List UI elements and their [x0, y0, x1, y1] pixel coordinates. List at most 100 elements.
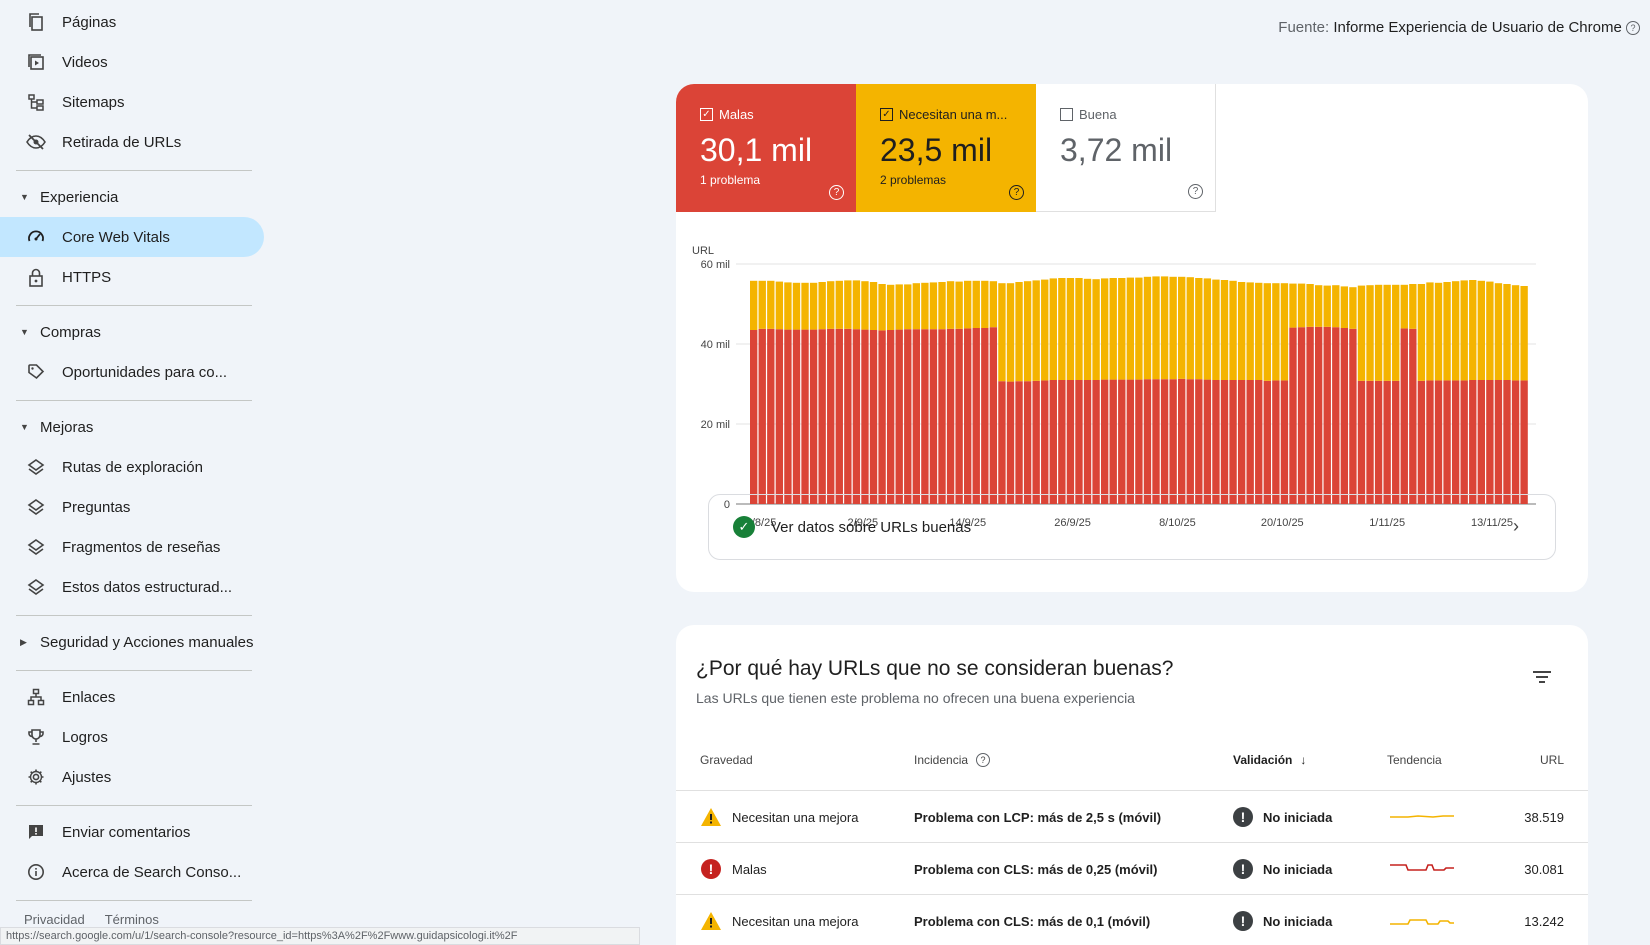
severity-text: Necesitan una mejora [732, 913, 859, 929]
bar-bad [1135, 379, 1143, 504]
x-tick-label: 14/9/25 [949, 517, 986, 529]
sidebar-item-core-web-vitals[interactable]: Core Web Vitals [0, 217, 264, 257]
col-severity[interactable]: Gravedad [700, 753, 753, 767]
sidebar-item-ajustes[interactable]: Ajustes [0, 757, 264, 797]
bar-needs-improvement [1195, 278, 1203, 380]
bar-needs-improvement [1237, 282, 1246, 380]
bar-needs-improvement [827, 281, 835, 329]
col-urls[interactable]: URL [1540, 753, 1564, 767]
y-tick-label: 40 mil [701, 339, 730, 351]
section-experiencia[interactable]: ▼ Experiencia [0, 179, 264, 215]
sidebar-item-label: Logros [62, 728, 108, 746]
bar-bad [1178, 378, 1186, 504]
sidebar-item-rutas-exploracion[interactable]: Rutas de exploración [0, 447, 264, 487]
sidebar-item-enlaces[interactable]: Enlaces [0, 677, 264, 717]
sidebar-item-videos[interactable]: Videos [0, 42, 264, 82]
issues-title: ¿Por qué hay URLs que no se consideran b… [696, 657, 1174, 680]
table-row[interactable]: Necesitan una mejora Problema con CLS: má… [676, 894, 1588, 945]
checkbox-checked-icon[interactable]: ✓ [700, 108, 713, 121]
divider [16, 805, 252, 806]
alert-icon: ! [1233, 859, 1253, 879]
section-seguridad[interactable]: ▶ Seguridad y Acciones manuales [0, 624, 264, 660]
sidebar-item-logros[interactable]: Logros [0, 717, 264, 757]
bar-bad [981, 328, 989, 504]
help-icon[interactable]: ? [829, 185, 844, 200]
bar-bad [1366, 380, 1374, 504]
section-label: Compras [40, 323, 101, 341]
terms-link[interactable]: Términos [104, 912, 159, 927]
sidebar: Páginas Videos Sitemaps Retirada de URLs… [0, 0, 275, 945]
bar-needs-improvement [1066, 278, 1075, 380]
bar-needs-improvement [1263, 283, 1271, 381]
filter-icon[interactable] [1532, 669, 1552, 685]
bar-bad [1229, 380, 1237, 504]
bar-bad [1058, 380, 1066, 504]
links-icon [26, 687, 46, 707]
arrow-down-icon: ↓ [1300, 753, 1307, 767]
feedback-icon [26, 822, 46, 842]
col-trend[interactable]: Tendencia [1387, 753, 1442, 767]
col-issue[interactable]: Incidencia? [914, 753, 991, 767]
sidebar-item-retirada-urls[interactable]: Retirada de URLs [0, 122, 264, 162]
bar-bad [1041, 380, 1049, 504]
section-mejoras[interactable]: ▼ Mejoras [0, 409, 264, 445]
bar-needs-improvement [1246, 282, 1254, 380]
section-compras[interactable]: ▼ Compras [0, 314, 264, 350]
col-label: Validación [1233, 753, 1293, 767]
x-tick-label: 2/9/25 [848, 517, 879, 529]
bar-bad [1494, 380, 1503, 504]
bar-bad [1237, 380, 1246, 504]
col-validation[interactable]: Validación ↓ [1233, 753, 1306, 767]
bar-bad [827, 328, 835, 504]
sidebar-item-label: Preguntas [62, 498, 131, 516]
bar-bad [792, 329, 801, 504]
privacy-link[interactable]: Privacidad [24, 912, 85, 927]
layers-icon [26, 457, 46, 477]
bar-needs-improvement [1152, 276, 1160, 380]
tile-good[interactable]: Buena 3,72 mil ? [1036, 84, 1216, 212]
help-icon[interactable]: ? [1188, 184, 1203, 199]
validation-text: No iniciada [1263, 809, 1333, 825]
bar-needs-improvement [1135, 277, 1143, 380]
caret-down-icon: ▼ [20, 422, 29, 432]
tile-needs-improvement[interactable]: ✓ Necesitan una m... 23,5 mil 2 problemas… [856, 84, 1036, 212]
section-label: Seguridad y Acciones manuales [40, 633, 254, 651]
bar-bad [895, 329, 903, 504]
bar-needs-improvement [1220, 280, 1229, 380]
tile-bad[interactable]: ✓ Malas 30,1 mil 1 problema ? [676, 84, 856, 212]
sidebar-item-datos-estructurados[interactable]: Estos datos estructurad... [0, 567, 264, 607]
sidebar-item-preguntas[interactable]: Preguntas [0, 487, 264, 527]
sidebar-item-enviar-comentarios[interactable]: Enviar comentarios [0, 812, 264, 852]
trend-sparkline [1388, 791, 1456, 843]
bar-needs-improvement [784, 282, 792, 330]
severity-text: Necesitan una mejora [732, 809, 859, 825]
sidebar-item-label: Rutas de exploración [62, 458, 203, 476]
sidebar-item-oportunidades[interactable]: Oportunidades para co... [0, 352, 264, 392]
checkbox-checked-icon[interactable]: ✓ [880, 108, 893, 121]
bar-bad [946, 328, 955, 504]
sidebar-item-acerca[interactable]: Acerca de Search Conso... [0, 852, 264, 892]
bar-needs-improvement [904, 284, 912, 330]
help-icon[interactable]: ? [1626, 21, 1640, 36]
sidebar-item-paginas[interactable]: Páginas [0, 2, 264, 42]
bar-needs-improvement [852, 280, 861, 330]
x-tick-label: 13/11/25 [1471, 517, 1513, 529]
bar-bad [878, 330, 886, 504]
bar-bad [912, 329, 921, 504]
table-row[interactable]: ! Malas Problema con CLS: más de 0,25 (móv… [676, 842, 1588, 894]
help-icon[interactable]: ? [976, 753, 991, 767]
bar-bad [1434, 380, 1443, 504]
sidebar-item-https[interactable]: HTTPS [0, 257, 264, 297]
bar-needs-improvement [792, 282, 801, 330]
col-label: URL [1539, 753, 1564, 767]
bar-bad [1383, 380, 1391, 504]
sidebar-item-fragmentos-resenas[interactable]: Fragmentos de reseñas [0, 527, 264, 567]
sidebar-item-sitemaps[interactable]: Sitemaps [0, 82, 264, 122]
good-urls-row[interactable]: ✓ Ver datos sobre URLs buenas › [708, 494, 1556, 560]
help-icon[interactable]: ? [1009, 185, 1024, 200]
table-row[interactable]: Necesitan una mejora Problema con LCP: má… [676, 790, 1588, 842]
alert-icon: ! [1233, 911, 1253, 931]
trend-sparkline [1388, 843, 1456, 895]
checkbox-unchecked-icon[interactable] [1060, 108, 1073, 121]
sidebar-item-label: HTTPS [62, 268, 112, 286]
